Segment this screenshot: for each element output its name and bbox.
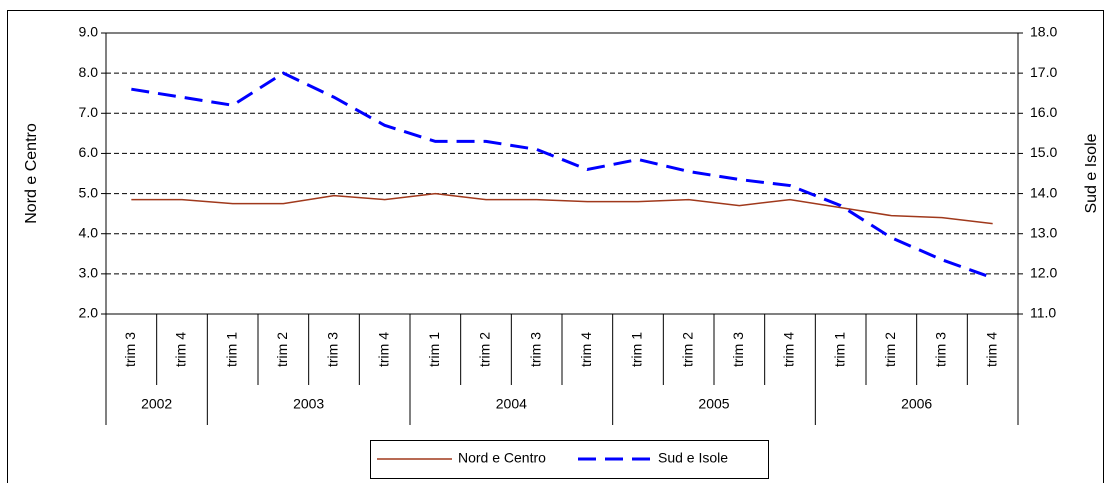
x-tick-label: trim 2 (477, 332, 493, 367)
x-tick-label: trim 3 (325, 332, 341, 367)
x-tick-label: trim 2 (882, 332, 898, 367)
series-line (131, 192, 993, 225)
x-group-label: 2006 (901, 396, 932, 412)
x-tick-label: trim 3 (527, 332, 543, 367)
legend-label: Nord e Centro (458, 450, 546, 466)
x-tick-label: trim 2 (274, 332, 290, 367)
x-group-label: 2004 (496, 396, 527, 412)
y2-tick-label: 18.0 (1030, 24, 1057, 40)
y-axis-label: Nord e Centro (23, 123, 40, 224)
y-tick-label: 7.0 (79, 104, 99, 120)
x-tick-label: trim 3 (730, 332, 746, 367)
x-tick-label: trim 1 (629, 332, 645, 367)
x-tick-label: trim 4 (173, 332, 189, 367)
x-tick-label: trim 3 (933, 332, 949, 367)
y-tick-label: 5.0 (79, 184, 99, 200)
y2-tick-label: 16.0 (1030, 104, 1057, 120)
y2-tick-label: 11.0 (1030, 305, 1056, 321)
y-tick-label: 3.0 (79, 265, 99, 281)
x-tick-label: trim 1 (426, 332, 442, 367)
y-tick-label: 6.0 (79, 144, 99, 160)
x-group-label: 2002 (141, 396, 172, 412)
x-tick-label: trim 1 (223, 332, 239, 367)
x-tick-label: trim 4 (578, 332, 594, 367)
chart-frame (7, 10, 1104, 483)
x-tick-label: trim 3 (122, 332, 138, 367)
y-tick-label: 4.0 (79, 224, 99, 240)
x-group-label: 2003 (293, 396, 324, 412)
x-tick-label: trim 4 (781, 332, 797, 367)
series-line (131, 71, 994, 280)
x-tick-label: trim 2 (679, 332, 695, 367)
y-tick-label: 9.0 (79, 24, 99, 40)
y-tick-label: 2.0 (79, 305, 99, 321)
y2-tick-label: 13.0 (1030, 224, 1057, 240)
y2-tick-label: 15.0 (1030, 144, 1057, 160)
x-group-label: 2005 (698, 396, 729, 412)
y-tick-label: 8.0 (79, 64, 99, 80)
y2-axis-label: Sud e Isole (1083, 133, 1100, 213)
y2-tick-label: 14.0 (1030, 184, 1057, 200)
y2-tick-label: 12.0 (1030, 265, 1057, 281)
plot-area (105, 32, 1019, 315)
y2-tick-label: 17.0 (1030, 64, 1057, 80)
x-tick-label: trim 1 (831, 332, 847, 367)
x-tick-label: trim 4 (983, 332, 999, 367)
x-tick-label: trim 4 (375, 332, 391, 367)
legend-label: Sud e Isole (658, 450, 728, 466)
